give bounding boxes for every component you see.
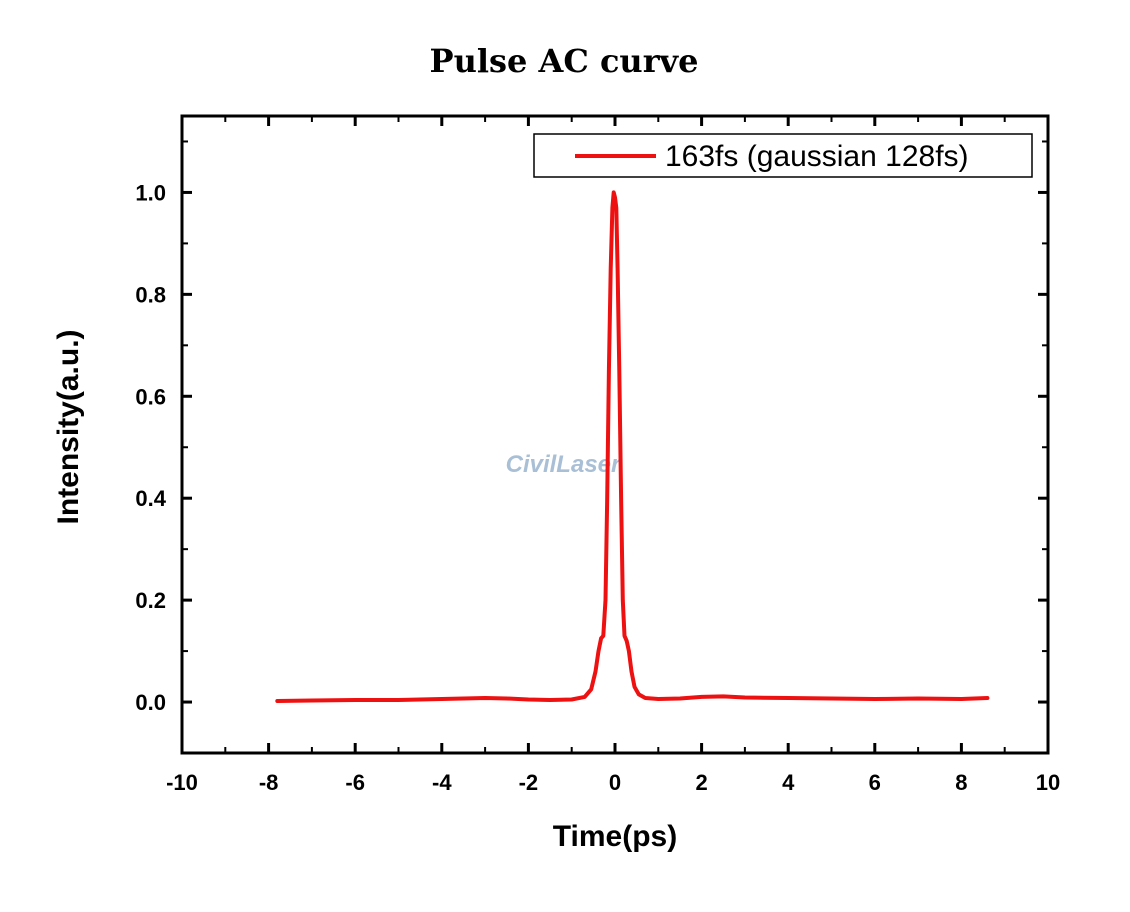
x-tick-label: 0 bbox=[609, 770, 621, 795]
y-tick-label: 0.6 bbox=[135, 384, 166, 409]
chart-title: Pulse AC curve bbox=[430, 42, 699, 80]
legend: 163fs (gaussian 128fs) bbox=[533, 133, 1033, 178]
y-tick-label: 0.2 bbox=[135, 588, 166, 613]
y-axis-tick-labels: 0.0 0.2 0.4 0.6 0.8 1.0 bbox=[135, 180, 166, 715]
x-tick-label: -4 bbox=[432, 770, 452, 795]
x-tick-label: 2 bbox=[695, 770, 707, 795]
x-tick-label: -10 bbox=[166, 770, 198, 795]
x-tick-label: 10 bbox=[1036, 770, 1060, 795]
x-tick-label: 4 bbox=[782, 770, 795, 795]
x-tick-label: 6 bbox=[869, 770, 881, 795]
x-axis-tick-labels: -10 -8 -6 -4 -2 0 2 4 6 8 10 bbox=[166, 770, 1060, 795]
x-axis-label: Time(ps) bbox=[553, 820, 677, 853]
y-tick-label: 0.4 bbox=[135, 486, 166, 511]
legend-label: 163fs (gaussian 128fs) bbox=[665, 140, 969, 173]
x-tick-label: -2 bbox=[519, 770, 539, 795]
x-tick-label: -8 bbox=[259, 770, 279, 795]
series-line bbox=[275, 190, 990, 703]
x-tick-label: -6 bbox=[345, 770, 365, 795]
y-tick-label: 0.8 bbox=[135, 282, 166, 307]
plot-frame bbox=[180, 114, 1050, 755]
y-tick-label: 0.0 bbox=[135, 690, 166, 715]
y-axis-label: Intensity(a.u.) bbox=[52, 329, 85, 524]
x-tick-label: 8 bbox=[955, 770, 967, 795]
y-tick-label: 1.0 bbox=[135, 180, 166, 205]
watermark-logo: CivilLaser bbox=[506, 451, 622, 478]
